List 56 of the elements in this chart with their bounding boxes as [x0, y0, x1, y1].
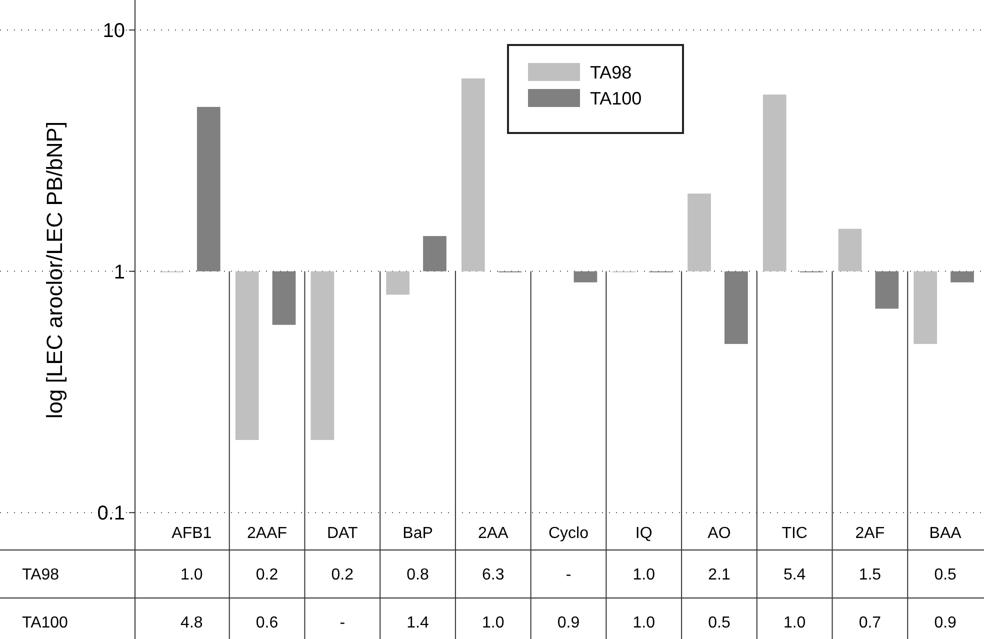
y-tick-label: 1 — [114, 261, 125, 284]
data-label: 1.0 — [482, 614, 504, 632]
data-label: 1.0 — [632, 614, 656, 632]
x-tick-label: Cyclo — [548, 525, 589, 542]
bar — [310, 271, 334, 440]
data-label: 1.4 — [406, 614, 429, 632]
y-tick-label: 10 — [102, 20, 125, 42]
data-label: 4.8 — [180, 614, 203, 632]
x-tick-label: TIC — [782, 525, 808, 542]
data-label: 0.2 — [256, 566, 278, 584]
x-tick-label: BaP — [402, 525, 433, 542]
data-label: 1.0 — [632, 566, 656, 584]
data-label: 0.9 — [934, 614, 957, 632]
bar — [914, 271, 938, 344]
bar — [762, 94, 786, 272]
data-label: 0.7 — [858, 614, 882, 632]
data-label: 0.5 — [934, 566, 957, 584]
data-label: 2.1 — [708, 566, 730, 584]
x-tick-label: 2AA — [478, 525, 509, 542]
x-tick-label: BAA — [929, 525, 962, 542]
data-label: 0.9 — [557, 614, 580, 632]
bar — [272, 271, 296, 325]
bar — [196, 106, 220, 272]
y-axis-title: log [LEC aroclor/LEC PB/bNP] — [42, 121, 67, 419]
x-tick-label: DAT — [327, 525, 358, 542]
x-tick-label: 2AAF — [247, 525, 288, 542]
bar — [838, 228, 862, 272]
text: - — [566, 566, 572, 584]
text: - — [340, 614, 346, 632]
legend-label: TA100 — [590, 88, 642, 108]
data-label: 0.6 — [256, 614, 278, 632]
data-label: 0.2 — [331, 566, 354, 584]
x-tick-label: IQ — [635, 525, 652, 542]
bar — [950, 271, 974, 282]
x-tick-label: AO — [708, 525, 731, 542]
y-tick-label: 0.1 — [97, 502, 125, 525]
data-label: 6.3 — [482, 566, 504, 584]
bar — [235, 271, 259, 440]
bar — [423, 236, 446, 272]
data-label: 1.0 — [180, 566, 203, 584]
bar — [386, 271, 410, 295]
data-label: 0.8 — [406, 566, 429, 584]
data-label: 1.0 — [783, 614, 806, 632]
bar — [461, 78, 485, 272]
bar — [724, 271, 748, 344]
text: TA98 — [22, 566, 60, 584]
x-tick-label: AFB1 — [172, 525, 212, 542]
data-label: 5.4 — [783, 566, 806, 584]
bar — [574, 271, 598, 282]
x-tick-label: 2AF — [855, 525, 885, 542]
bar — [688, 194, 711, 272]
data-label: 0.5 — [708, 614, 730, 632]
data-label: 1.5 — [858, 566, 882, 584]
bar — [875, 271, 899, 309]
legend-label: TA98 — [590, 62, 632, 82]
text: TA100 — [22, 614, 68, 632]
